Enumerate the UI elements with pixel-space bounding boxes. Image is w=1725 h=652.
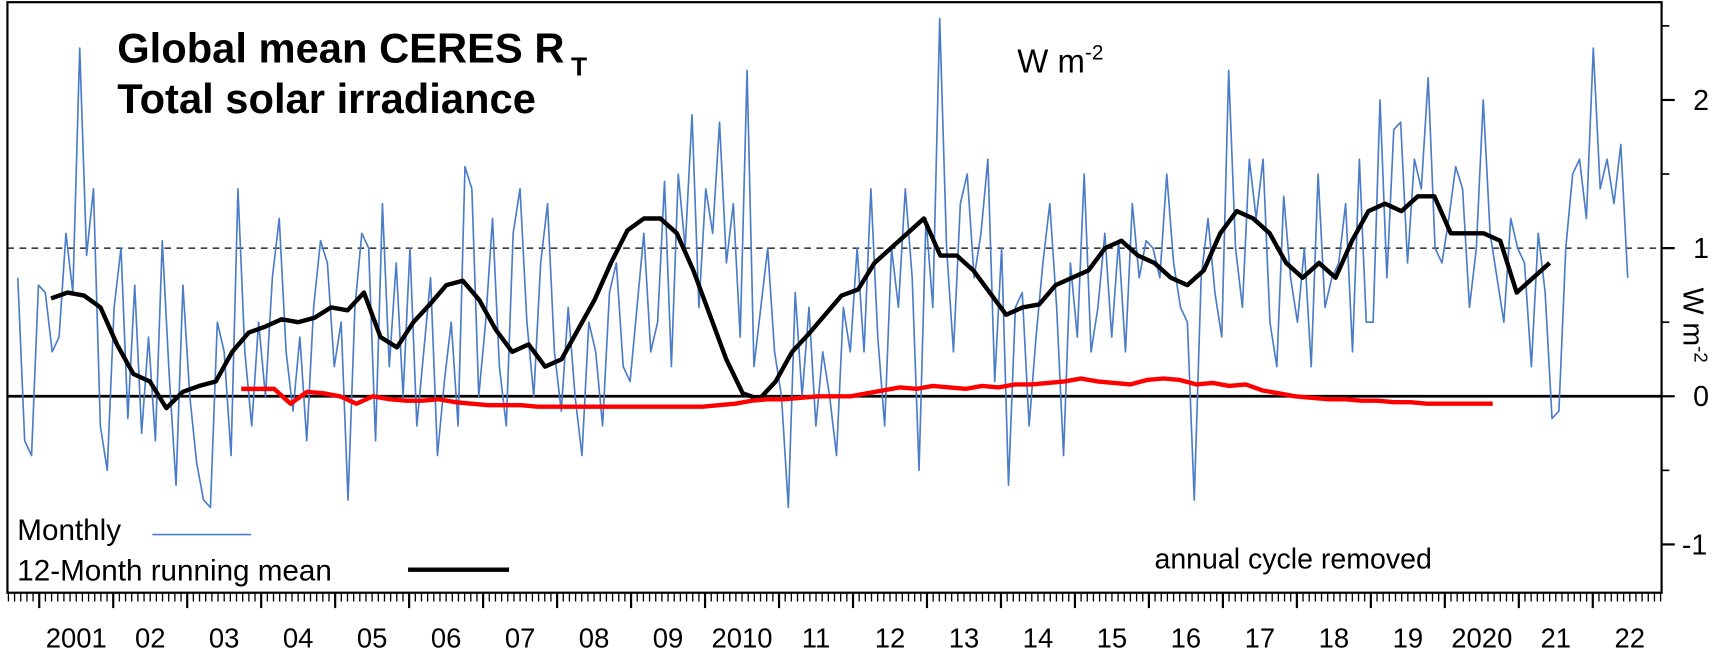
x-tick-label: 2020: [1451, 623, 1512, 652]
y-tick-label: 1: [1693, 233, 1709, 265]
chart-subtitle: Total solar irradiance: [117, 75, 536, 122]
title-main: Global mean CERES R: [117, 25, 564, 72]
x-tick-label: 19: [1393, 623, 1424, 652]
legend-label: 12-Month running mean: [17, 555, 332, 588]
x-tick-label: 2010: [712, 623, 773, 652]
x-tick-label: 17: [1245, 623, 1276, 652]
x-tick-label: 02: [135, 623, 166, 652]
legend-label: Monthly: [17, 514, 121, 547]
y-tick-label: -1: [1682, 529, 1707, 561]
x-tick-label: 08: [579, 623, 610, 652]
y-axis-label: W m-2: [1677, 288, 1712, 363]
x-tick-label: 18: [1319, 623, 1350, 652]
y-label-superscript: -2: [1691, 346, 1712, 363]
y-tick-label: 2: [1693, 85, 1709, 117]
x-tick-label: 12: [875, 623, 906, 652]
x-tick-label: 03: [209, 623, 240, 652]
units-superscript: -2: [1085, 41, 1104, 64]
x-tick-label: 09: [653, 623, 684, 652]
units-label: W m-2: [1017, 41, 1103, 79]
y-tick-label: 0: [1693, 381, 1709, 413]
series-layer: [16, 17, 1629, 509]
x-tick-label: 13: [949, 623, 980, 652]
x-tick-label: 21: [1541, 623, 1572, 652]
units-text: W m: [1017, 42, 1085, 79]
annotation: annual cycle removed: [1154, 544, 1431, 576]
x-tick-label: 11: [802, 623, 830, 652]
x-tick-label: 04: [283, 623, 314, 652]
x-tick-label: 07: [505, 623, 536, 652]
series-line: [241, 376, 1493, 409]
x-tick-label: 22: [1615, 623, 1646, 652]
series-line: [50, 194, 1552, 411]
series-line: [16, 17, 1629, 509]
x-tick-label: 14: [1023, 623, 1054, 652]
x-tick-label: 2001: [46, 623, 107, 652]
x-tick-label: 15: [1097, 623, 1128, 652]
x-tick-label: 05: [357, 623, 388, 652]
title-subscript: T: [571, 52, 587, 82]
x-tick-label: 16: [1171, 623, 1202, 652]
y-label-text: W m: [1677, 288, 1709, 347]
x-tick-label: 06: [431, 623, 462, 652]
